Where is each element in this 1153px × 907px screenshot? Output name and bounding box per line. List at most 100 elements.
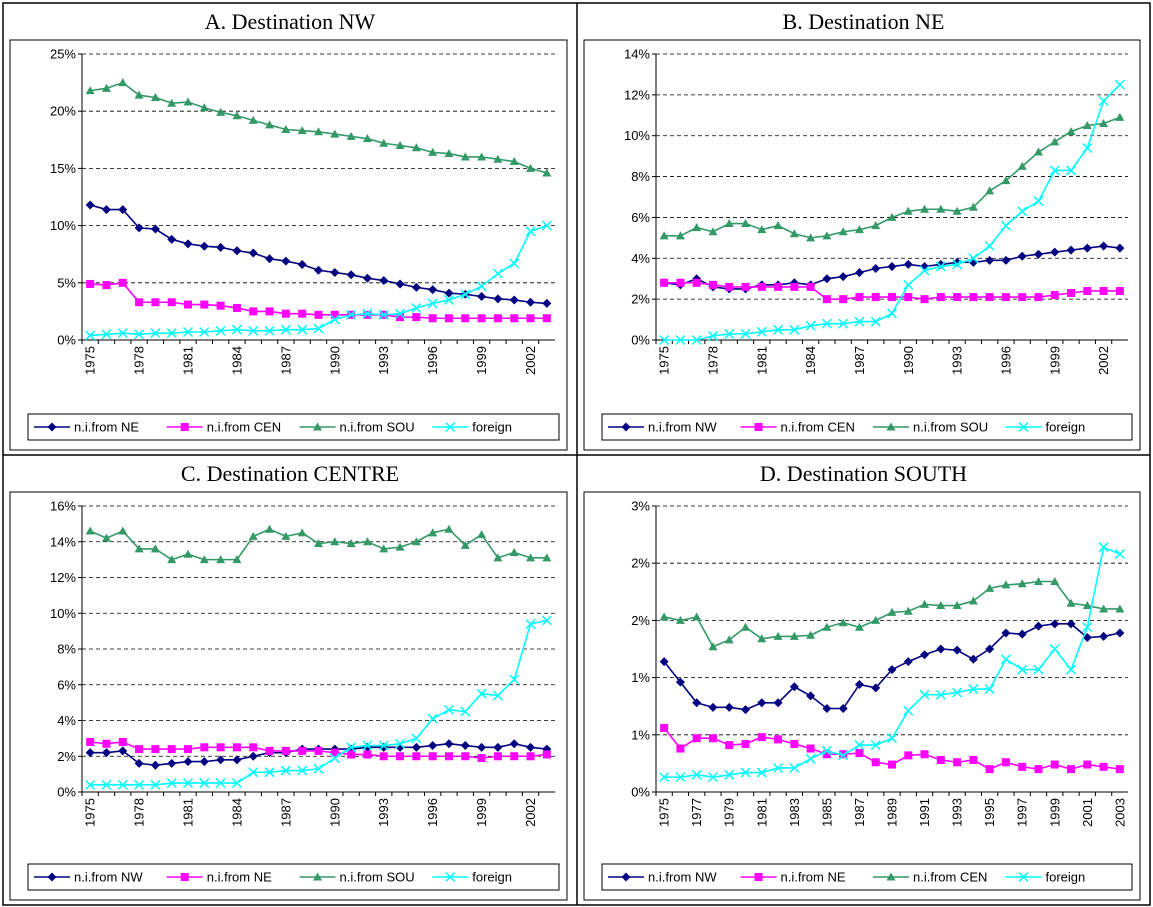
data-point — [509, 547, 519, 556]
data-point — [1001, 580, 1011, 589]
data-point — [182, 326, 194, 338]
data-point — [395, 542, 405, 551]
data-point — [1018, 762, 1027, 771]
x-tick-label: 2002 — [523, 798, 538, 827]
data-point — [85, 86, 95, 95]
legend-marker — [47, 422, 57, 432]
data-point — [525, 226, 536, 237]
data-point — [492, 268, 503, 279]
data-point — [1099, 118, 1109, 127]
data-point — [871, 221, 881, 230]
data-point — [692, 278, 701, 287]
legend-marker — [621, 422, 631, 432]
data-point — [362, 308, 373, 319]
data-point — [461, 314, 470, 323]
data-point — [692, 698, 702, 708]
data-point — [903, 705, 914, 716]
legend-marker — [445, 871, 456, 883]
data-point — [1065, 664, 1077, 675]
data-point — [477, 742, 487, 752]
data-point — [264, 767, 275, 778]
data-point — [968, 654, 978, 664]
data-point — [1000, 654, 1011, 665]
data-point — [708, 702, 718, 712]
data-point — [427, 298, 438, 309]
x-tick-label: 1990 — [901, 346, 916, 375]
data-point — [838, 272, 848, 282]
data-point — [231, 778, 242, 789]
data-point — [363, 310, 372, 319]
data-point — [854, 622, 864, 631]
data-point — [1099, 631, 1109, 641]
legend — [601, 863, 1133, 891]
data-point — [232, 555, 242, 564]
data-point — [298, 309, 307, 318]
data-point — [150, 92, 160, 101]
data-point — [1099, 762, 1108, 771]
data-point — [102, 281, 111, 290]
data-point — [427, 713, 438, 724]
data-point — [903, 279, 914, 290]
x-tick-label: 2001 — [1080, 798, 1095, 827]
data-point — [887, 212, 897, 221]
data-point — [1034, 765, 1043, 774]
data-point — [265, 307, 274, 316]
x-tick-label: 1981 — [754, 798, 769, 827]
data-point — [362, 134, 372, 143]
data-point — [281, 531, 291, 540]
x-tick-label: 1975 — [657, 798, 672, 827]
data-point — [1098, 542, 1109, 553]
data-point — [822, 295, 831, 304]
data-point — [313, 763, 324, 774]
data-point — [184, 300, 193, 309]
data-point — [936, 755, 945, 764]
data-point — [887, 665, 897, 675]
data-point — [871, 758, 880, 767]
data-point — [541, 220, 552, 231]
chart-title: B. Destination NE — [783, 9, 945, 34]
legend — [601, 413, 1133, 441]
data-point — [281, 309, 290, 318]
data-point — [101, 748, 111, 758]
data-point — [509, 258, 520, 269]
data-point — [757, 733, 766, 742]
data-point — [428, 752, 437, 761]
data-point — [362, 740, 373, 751]
data-point — [248, 325, 259, 336]
data-point — [936, 601, 946, 610]
x-tick-label: 1975 — [83, 798, 98, 827]
legend-label: foreign — [1046, 870, 1086, 885]
data-point — [134, 779, 145, 790]
data-point — [265, 524, 275, 533]
data-point — [199, 326, 210, 338]
data-point — [756, 767, 767, 778]
data-point — [756, 326, 767, 337]
data-point — [395, 738, 406, 749]
data-point — [757, 698, 767, 708]
data-point — [659, 612, 669, 621]
data-point — [806, 691, 816, 701]
data-point — [692, 734, 701, 743]
x-tick-label: 1978 — [132, 798, 147, 827]
x-tick-label: 1984 — [229, 346, 244, 375]
data-point — [150, 328, 161, 339]
data-point — [493, 742, 503, 752]
data-point — [249, 307, 258, 316]
y-tick-label: 1% — [631, 727, 650, 742]
data-point — [920, 295, 929, 304]
data-point — [1066, 619, 1076, 629]
data-point — [936, 204, 946, 213]
data-point — [757, 634, 767, 643]
y-tick-label: 12% — [624, 87, 650, 102]
x-tick-label: 1990 — [327, 798, 342, 827]
data-point — [509, 295, 519, 305]
data-point — [396, 752, 405, 761]
data-point — [919, 265, 930, 276]
data-point — [839, 295, 848, 304]
x-tick-label: 1983 — [787, 798, 802, 827]
x-tick-label: 1981 — [754, 346, 769, 375]
data-point — [741, 705, 751, 715]
data-point — [886, 308, 898, 319]
data-point — [297, 528, 307, 537]
data-point — [838, 618, 848, 627]
